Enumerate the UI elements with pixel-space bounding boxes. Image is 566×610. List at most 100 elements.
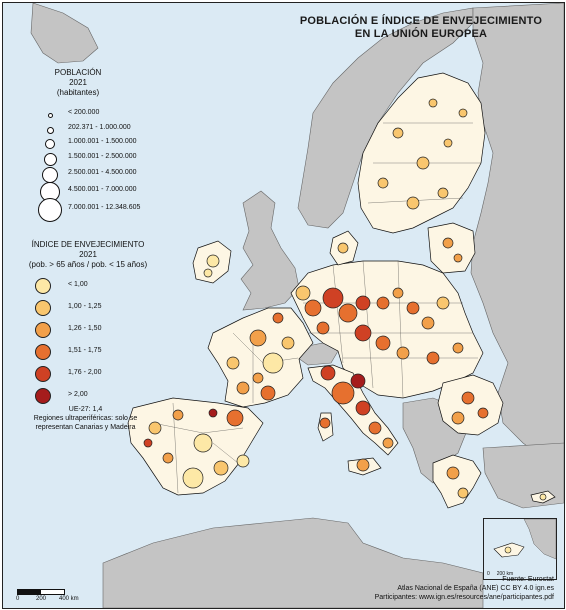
region-symbol [421,316,435,330]
region-symbol [452,342,464,354]
aging-legend-title-line1: ÍNDICE DE ENVEJECIMIENTO [31,240,145,249]
population-legend-symbol [42,167,58,183]
aging-legend-title-line3: (pob. > 65 años / pob. < 15 años) [28,260,148,269]
region-symbol [260,385,276,401]
aging-legend-title-line2: 2021 [79,250,97,259]
scale-bar: 0 200 400 km [16,589,87,604]
population-legend-label: 4.500.001 - 7.000.000 [68,186,137,193]
region-symbol [426,351,440,365]
legend-notes: UE-27: 1,4 Regiones ultraperiféricas: so… [13,405,158,432]
inset-cyprus-symbol [504,546,512,554]
population-legend-symbol [38,198,62,222]
population-legend-row: 1.500.001 - 2.500.000 [13,150,173,168]
population-legend-title-line1: POBLACIÓN [54,68,102,77]
region-symbol [539,493,547,501]
region-symbol [193,433,213,453]
region-symbol [172,409,184,421]
population-legend-label: < 200.000 [68,109,100,116]
population-legend: POBLACIÓN 2021 (habitantes) < 200.000 202… [13,68,163,222]
region-symbol [236,454,250,468]
region-symbol [338,303,358,323]
region-symbol [337,242,349,254]
region-symbol [262,352,284,374]
region-symbol [406,301,420,315]
region-symbol [319,417,331,429]
aging-legend-swatch [35,278,51,294]
region-symbols [143,98,547,501]
scale-label-1: 200 [36,596,47,602]
scandinavia-eu-land [357,72,486,234]
credits: Fuente: Eurostat Atlas Nacional de Españ… [375,575,554,602]
region-symbol [322,287,344,309]
population-legend-row: 4.500.001 - 7.000.000 [13,182,173,202]
population-legend-row: 2.500.001 - 4.500.000 [13,166,173,184]
inset-scale: 0 200 km [487,571,513,577]
region-symbol [392,287,404,299]
aging-legend-row: 1,51 - 1,75 [13,344,173,366]
aging-legend-row: 1,26 - 1,50 [13,322,173,344]
region-symbol [382,437,394,449]
map-title-line1: POBLACIÓN E ÍNDICE DE ENVEJECIMIENTO [299,15,543,27]
population-legend-label: 1.000.001 - 1.500.000 [68,138,137,145]
eu-average-note: UE-27: 1,4 [68,406,103,413]
region-symbol [316,321,330,335]
population-legend-symbol [45,139,55,149]
outermost-note-line1: Regiones ultraperiféricas: solo se [33,415,138,422]
iceland-land [30,3,99,64]
region-symbol [377,177,389,189]
region-borders [152,122,481,494]
map-title: POBLACIÓN E ÍNDICE DE ENVEJECIMIENTO EN … [296,15,546,41]
region-symbol [457,487,469,499]
region-symbol [446,466,460,480]
population-legend-symbol [46,126,54,134]
region-symbol [226,356,240,370]
region-symbol [272,312,284,324]
region-symbol [213,460,229,476]
population-legend-label: 7.000.001 - 12.348.605 [68,204,141,211]
region-symbol [252,372,264,384]
region-symbol [443,138,453,148]
region-symbol [226,409,244,427]
population-legend-title-line2: 2021 [69,78,87,87]
region-symbol [350,373,366,389]
map-canvas [3,3,564,608]
region-symbol [442,237,454,249]
population-legend-symbol [43,152,57,166]
region-symbol [392,127,404,139]
region-symbol [428,98,438,108]
cyprus-inset: 0 200 km [483,518,557,580]
aging-legend-row: < 1,00 [13,278,173,300]
population-legend-symbol [47,112,53,118]
credits-participants: Participantes: www.ign.es/resources/ane/… [374,594,554,601]
aging-legend-row: 1,76 - 2,00 [13,366,173,388]
aging-legend: ÍNDICE DE ENVEJECIMIENTO 2021 (pob. > 65… [13,240,173,404]
aging-legend-title: ÍNDICE DE ENVEJECIMIENTO 2021 (pob. > 65… [3,240,173,270]
greece-land [432,454,482,509]
region-symbol [437,187,449,199]
region-symbol [355,400,371,416]
region-symbol [162,452,174,464]
population-legend-row: < 200.000 [13,106,173,124]
region-symbol [355,295,371,311]
scale-label-0: 0 [16,596,20,602]
region-symbol [406,196,420,210]
region-symbol [203,268,213,278]
eastern-land [470,3,564,474]
region-symbol [416,156,430,170]
aging-legend-swatch [35,300,51,316]
region-symbol [436,296,450,310]
aging-legend-label: 1,76 - 2,00 [68,369,102,376]
region-symbol [331,381,355,405]
baltic-eu-land [427,222,476,274]
region-symbol [451,411,465,425]
aging-legend-label: > 2,00 [68,391,88,398]
population-legend-title: POBLACIÓN 2021 (habitantes) [3,68,163,98]
inset-scale-label-1: 200 km [496,571,514,577]
population-legend-label: 1.500.001 - 2.500.000 [68,153,137,160]
aging-legend-swatch [35,366,51,382]
region-symbol [304,299,322,317]
aging-legend-row: 1,00 - 1,25 [13,300,173,322]
aging-legend-label: < 1,00 [68,281,88,288]
region-symbol [320,365,336,381]
